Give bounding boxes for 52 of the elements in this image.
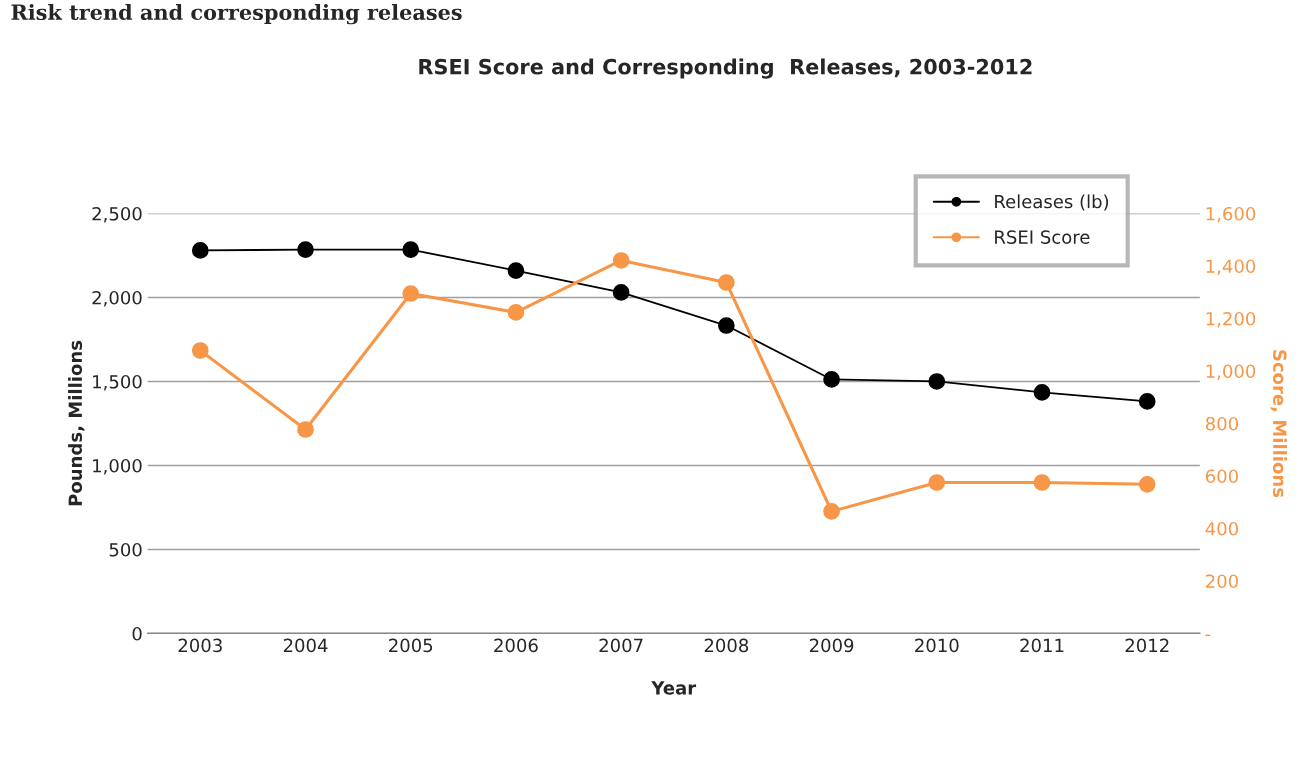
x-tick-label: 2007 — [599, 638, 643, 653]
y-tick-label: 1,500 — [93, 374, 142, 391]
point — [1138, 476, 1156, 493]
point — [507, 304, 525, 321]
point — [1033, 384, 1051, 401]
y2-tick-label: 800 — [1205, 416, 1238, 431]
legend-label: RSEI Score — [995, 230, 1090, 244]
point — [297, 241, 314, 258]
point — [1033, 474, 1051, 491]
point — [612, 284, 630, 301]
x-tick-label: 2004 — [283, 638, 328, 653]
y-tick-label: 2,000 — [92, 290, 142, 307]
y2-tick-label: 1,000 — [1206, 364, 1256, 380]
point — [402, 241, 420, 258]
x-tick-label: 2005 — [389, 638, 433, 653]
point — [507, 262, 525, 279]
y2-tick-label: 1,600 — [1206, 206, 1256, 223]
x-tick-label: 2008 — [704, 638, 749, 653]
point — [823, 371, 840, 388]
point — [823, 503, 840, 520]
point — [928, 474, 946, 491]
y-tick-label: 2,500 — [92, 206, 142, 223]
x-tick-label: 2010 — [915, 638, 959, 653]
y2-tick-label: 600 — [1205, 469, 1238, 484]
point — [191, 242, 209, 259]
point — [1138, 393, 1156, 410]
point — [928, 373, 946, 390]
point — [612, 252, 630, 269]
x-tick-label: 2003 — [178, 638, 222, 653]
y2-axis-title: Score, Millions — [1270, 350, 1287, 498]
y2-tick-label: 1,200 — [1206, 311, 1256, 328]
y2-tick-label: 200 — [1206, 574, 1238, 589]
y2-tick-label: - — [1205, 634, 1211, 637]
point — [718, 317, 735, 334]
point — [718, 274, 735, 291]
y-tick-label: 0 — [132, 626, 142, 641]
chart-title: RSEI Score and Corresponding Releases, 2003-2012 — [419, 58, 1032, 79]
point — [402, 285, 420, 302]
x-axis-title: Year — [651, 681, 697, 695]
y2-tick-label: 1,400 — [1206, 259, 1256, 275]
text: Risk trend and corresponding releases — [11, 3, 462, 25]
x-tick-label: 2012 — [1125, 638, 1169, 653]
x-tick-label: 2006 — [494, 638, 538, 653]
point — [191, 342, 209, 359]
y-tick-label: 1,000 — [93, 458, 142, 475]
x-tick-label: 2011 — [1020, 638, 1064, 653]
y-tick-label: 500 — [109, 542, 142, 557]
y-axis-title: Pounds, Millions — [68, 340, 85, 506]
x-tick-label: 2009 — [809, 638, 854, 653]
point — [297, 421, 314, 438]
legend-label: Releases (lb) — [995, 194, 1109, 211]
y2-tick-label: 400 — [1205, 521, 1238, 536]
